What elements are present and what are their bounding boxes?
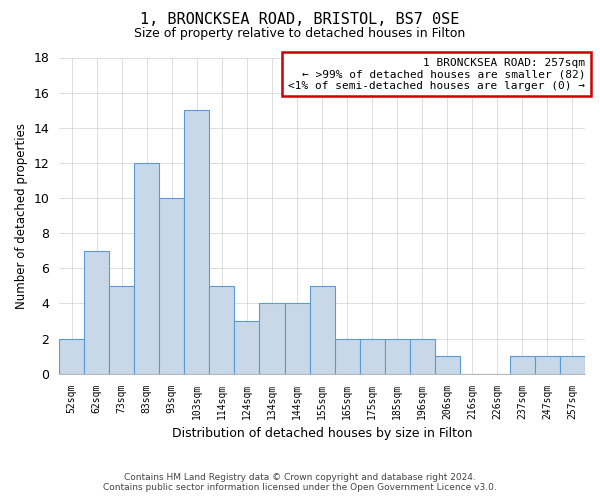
Text: Contains HM Land Registry data © Crown copyright and database right 2024.
Contai: Contains HM Land Registry data © Crown c… [103,473,497,492]
Bar [410,338,435,374]
Bar [235,321,259,374]
Bar [535,356,560,374]
Text: Size of property relative to detached houses in Filton: Size of property relative to detached ho… [134,28,466,40]
Bar [160,198,184,374]
Bar [109,286,134,374]
Text: 1, BRONCKSEA ROAD, BRISTOL, BS7 0SE: 1, BRONCKSEA ROAD, BRISTOL, BS7 0SE [140,12,460,28]
Bar [84,250,109,374]
Bar [385,338,410,374]
Bar [510,356,535,374]
Bar [134,163,160,374]
X-axis label: Distribution of detached houses by size in Filton: Distribution of detached houses by size … [172,427,472,440]
Bar [560,356,585,374]
Bar [284,304,310,374]
Bar [209,286,235,374]
Bar [259,304,284,374]
Bar [435,356,460,374]
Bar [59,338,84,374]
Text: 1 BRONCKSEA ROAD: 257sqm
← >99% of detached houses are smaller (82)
<1% of semi-: 1 BRONCKSEA ROAD: 257sqm ← >99% of detac… [288,58,585,90]
Bar [335,338,359,374]
Bar [310,286,335,374]
Bar [359,338,385,374]
Y-axis label: Number of detached properties: Number of detached properties [15,122,28,308]
Bar [184,110,209,374]
